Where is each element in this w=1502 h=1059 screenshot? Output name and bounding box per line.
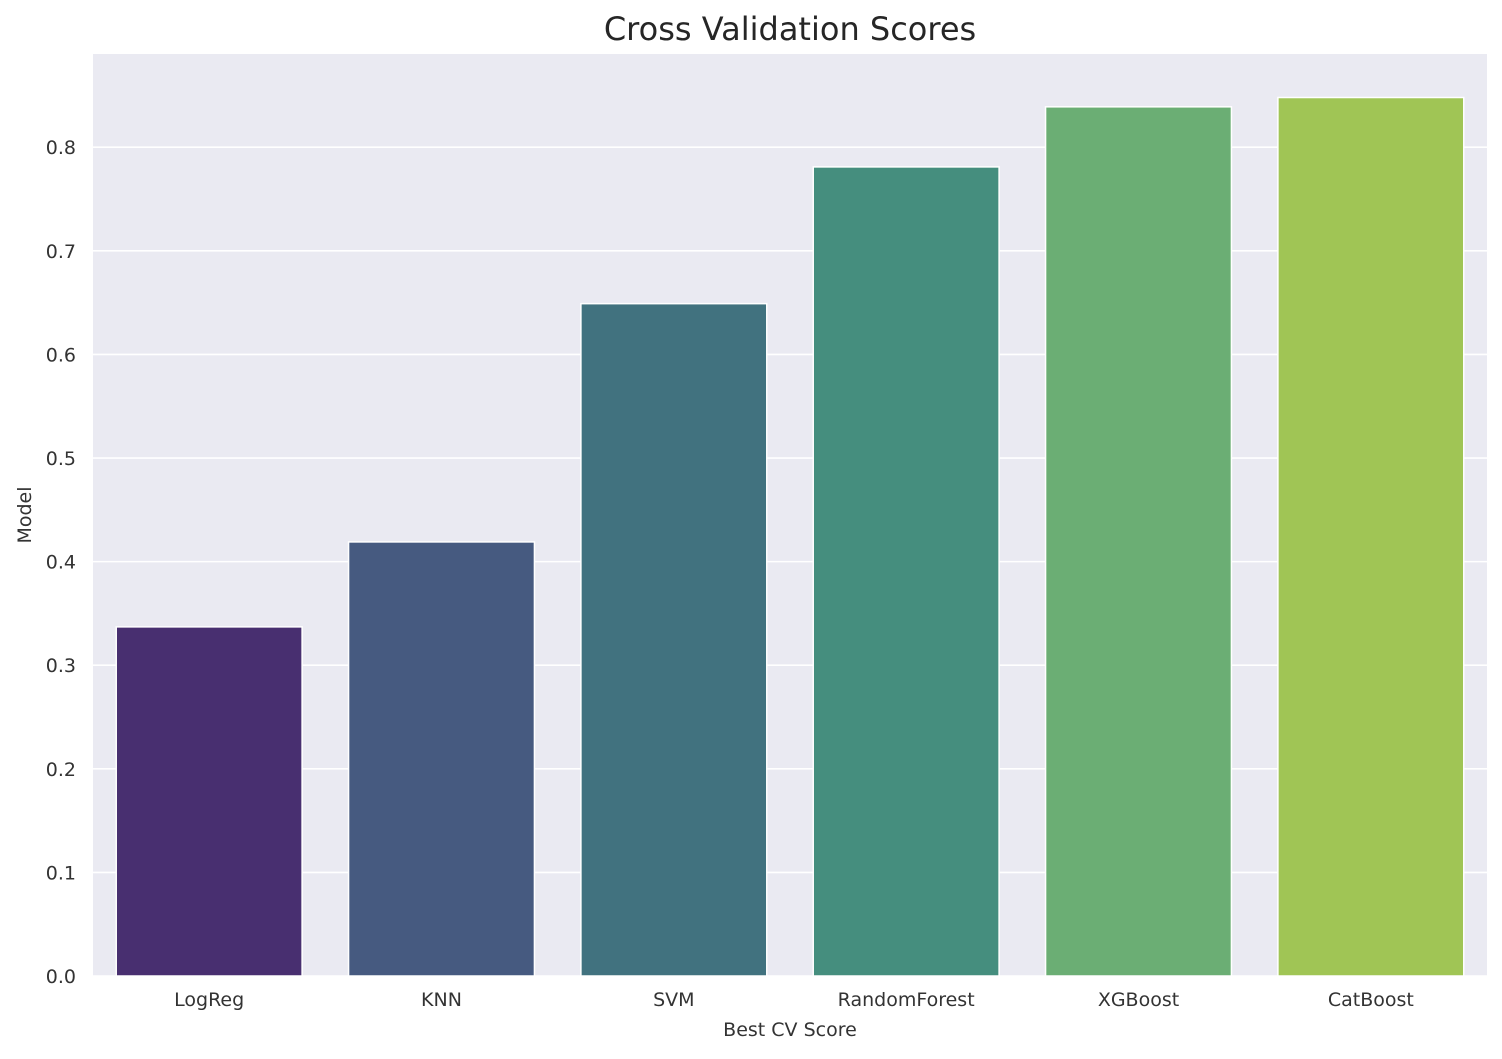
x-axis-label: Best CV Score <box>723 1019 857 1041</box>
y-tick-label: 0.2 <box>46 759 76 781</box>
y-axis-ticks: 0.0 0.1 0.2 0.3 0.4 0.5 0.6 0.7 0.8 <box>46 137 76 988</box>
x-tick-label: LogReg <box>174 989 244 1011</box>
bar-randomforest <box>812 166 1000 977</box>
bars <box>115 96 1465 977</box>
bar-logreg <box>115 626 303 977</box>
x-tick-label: CatBoost <box>1328 989 1414 1011</box>
y-tick-label: 0.4 <box>46 552 76 574</box>
y-tick-label: 0.6 <box>46 344 76 366</box>
gridlines <box>93 146 1487 977</box>
y-axis-label: Model <box>14 486 36 543</box>
x-tick-label: SVM <box>653 989 694 1011</box>
y-tick-label: 0.3 <box>46 655 76 677</box>
bar-knn <box>347 541 536 977</box>
y-tick-label: 0.8 <box>46 137 76 159</box>
y-tick-label: 0.7 <box>46 241 76 263</box>
bar-svm <box>580 302 768 977</box>
bar-catboost <box>1277 96 1465 977</box>
x-tick-label: KNN <box>421 989 462 1011</box>
y-tick-label: 0.1 <box>46 862 76 884</box>
x-tick-label: RandomForest <box>838 989 975 1011</box>
chart-title: Cross Validation Scores <box>604 10 976 48</box>
y-tick-label: 0.5 <box>46 448 76 470</box>
bar-xgboost <box>1044 106 1233 977</box>
plot-area <box>93 54 1487 976</box>
x-tick-label: XGBoost <box>1098 989 1179 1011</box>
y-tick-label: 0.0 <box>46 966 76 988</box>
x-axis-ticks: LogReg KNN SVM RandomForest XGBoost CatBoost <box>174 989 1414 1011</box>
